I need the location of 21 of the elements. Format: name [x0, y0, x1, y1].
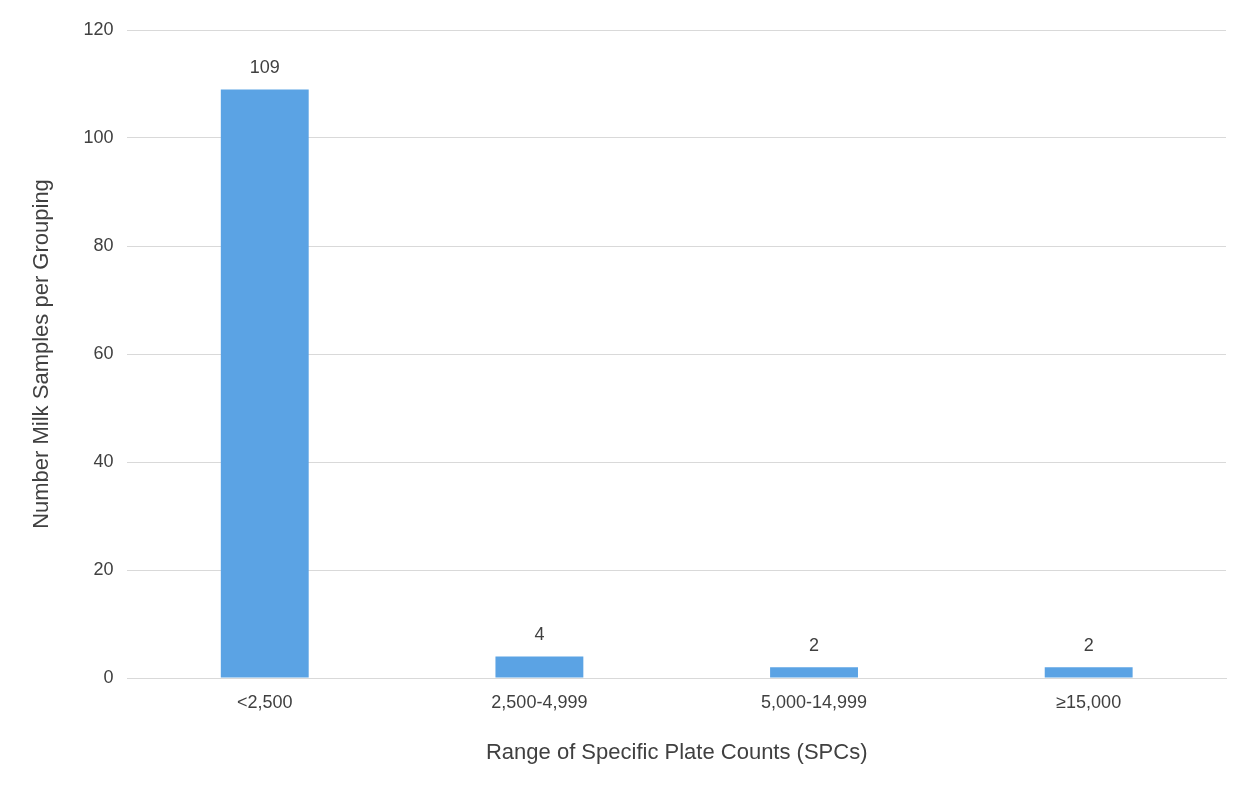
bar — [770, 667, 858, 678]
bar — [495, 656, 584, 678]
y-tick-label: 120 — [83, 18, 114, 39]
y-tick-label: 20 — [93, 558, 114, 579]
x-axis-title: Range of Specific Plate Counts (SPCs) — [485, 738, 868, 764]
y-tick-label: 60 — [93, 342, 114, 363]
data-label: 2 — [1083, 635, 1094, 656]
y-tick-label: 40 — [93, 450, 114, 471]
data-label: 2 — [809, 635, 820, 656]
data-label: 4 — [534, 624, 545, 645]
y-axis-title: Number Milk Samples per Grouping — [28, 179, 54, 529]
y-tick-label: 80 — [93, 234, 114, 255]
bar — [220, 89, 309, 678]
x-tick-label: 5,000-14,999 — [760, 691, 868, 712]
x-tick-label: 2,500-4,999 — [491, 691, 588, 712]
y-tick-label: 100 — [83, 126, 114, 147]
y-tick-label: 0 — [103, 666, 114, 687]
bar — [1044, 667, 1133, 678]
data-label: 109 — [249, 57, 280, 78]
x-tick-label: ≥15,000 — [1056, 691, 1122, 712]
x-tick-label: <2,500 — [236, 691, 293, 712]
